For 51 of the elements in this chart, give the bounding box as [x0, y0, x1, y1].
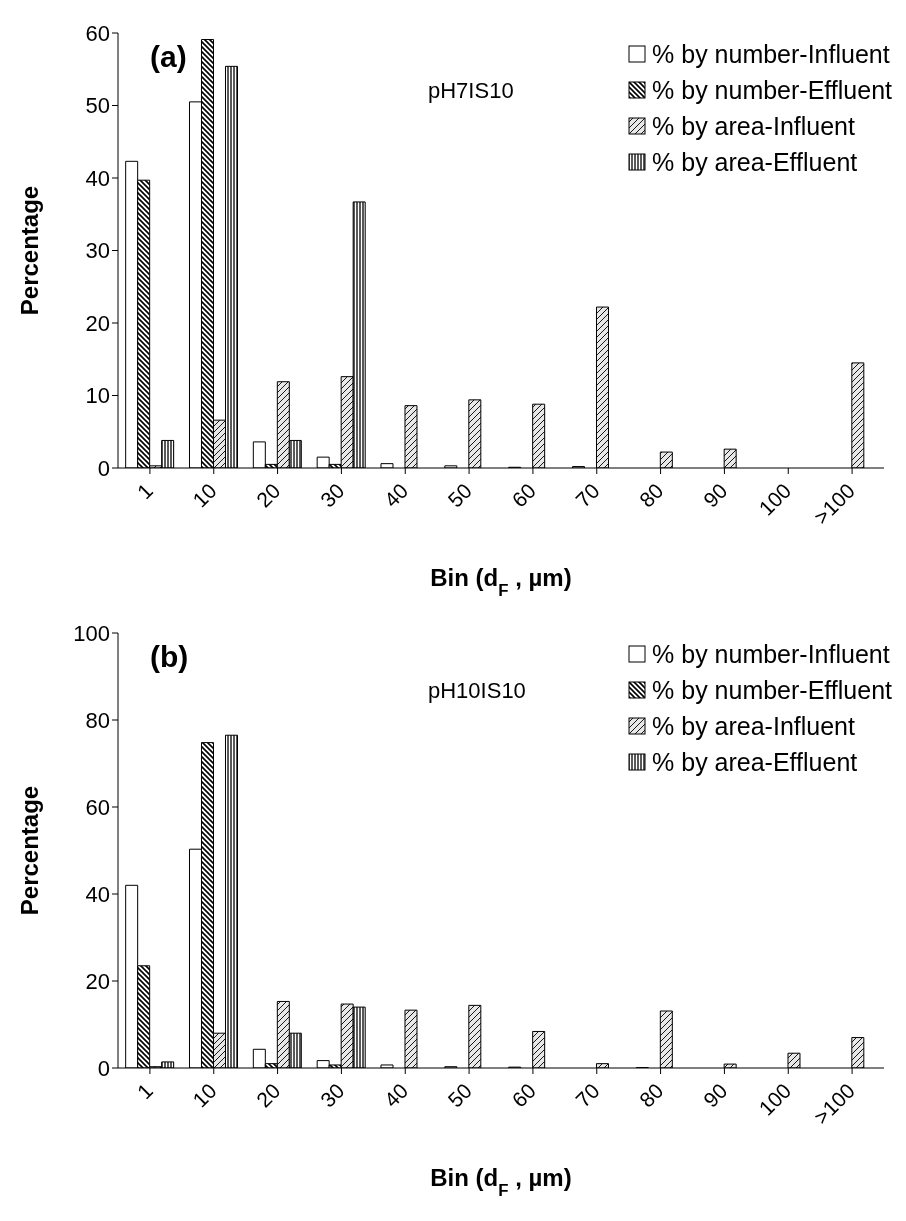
x-tick-label: 1: [132, 478, 157, 504]
y-tick-label: 50: [85, 93, 110, 119]
legend-label: % by area-Effluent: [652, 747, 858, 778]
x-axis-title: Bin (d$_{F}$, µm): [430, 564, 572, 600]
x-tick-label: 20: [251, 1078, 285, 1112]
y-tick-label: 100: [73, 620, 110, 646]
x-axis-title: Bin (d$_{F}$, µm): [430, 1164, 572, 1200]
x-tick-label: 60: [507, 478, 540, 512]
x-tick-label: 20: [251, 478, 285, 512]
x-tick-label: 70: [571, 478, 604, 512]
x-tick-label: 40: [379, 478, 413, 512]
y-tick-label: 20: [85, 310, 110, 336]
annotation: pH10IS10: [428, 678, 526, 704]
y-tick-label: 30: [85, 238, 110, 264]
y-tick-label: 40: [85, 165, 110, 191]
y-axis-title: Percentage: [15, 185, 43, 316]
x-tick-label: 70: [571, 1078, 604, 1112]
x-tick-label: 30: [315, 478, 349, 512]
legend-label: % by area-Influent: [652, 111, 855, 142]
x-tick-label: 80: [634, 478, 668, 512]
legend-label: % by number-Influent: [652, 39, 890, 70]
y-tick-label: 80: [85, 707, 110, 733]
x-tick-label: 40: [379, 1078, 413, 1112]
legend-label: % by number-Effluent: [652, 75, 892, 106]
legend-label: % by number-Effluent: [652, 675, 892, 706]
annotation: (a): [150, 40, 187, 74]
x-tick-label: 80: [634, 1078, 668, 1112]
legend-label: % by area-Influent: [652, 711, 855, 742]
x-tick-label: 10: [188, 1078, 221, 1112]
x-tick-label: 50: [443, 478, 477, 512]
y-axis-title: Percentage: [15, 785, 43, 916]
x-tick-label: 30: [315, 1078, 349, 1112]
y-tick-label: 60: [85, 20, 110, 46]
annotation: pH7IS10: [428, 78, 514, 104]
y-tick-label: 20: [85, 968, 110, 994]
x-tick-label: 100: [754, 478, 796, 520]
y-tick-label: 0: [97, 455, 110, 481]
y-tick-label: 60: [85, 794, 110, 820]
x-tick-label: 1: [132, 1078, 157, 1104]
y-tick-label: 10: [85, 383, 110, 409]
annotation: (b): [150, 640, 189, 674]
x-tick-label: 90: [698, 1078, 732, 1112]
x-tick-label: 10: [188, 478, 221, 512]
x-tick-label: 50: [443, 1078, 477, 1112]
y-tick-label: 0: [97, 1055, 110, 1081]
legend-label: % by area-Effluent: [652, 147, 858, 178]
x-tick-label: 90: [698, 478, 732, 512]
y-tick-label: 40: [85, 881, 110, 907]
x-tick-label: 60: [507, 1078, 540, 1112]
x-tick-label: 100: [754, 1078, 796, 1120]
legend-label: % by number-Influent: [652, 639, 890, 670]
